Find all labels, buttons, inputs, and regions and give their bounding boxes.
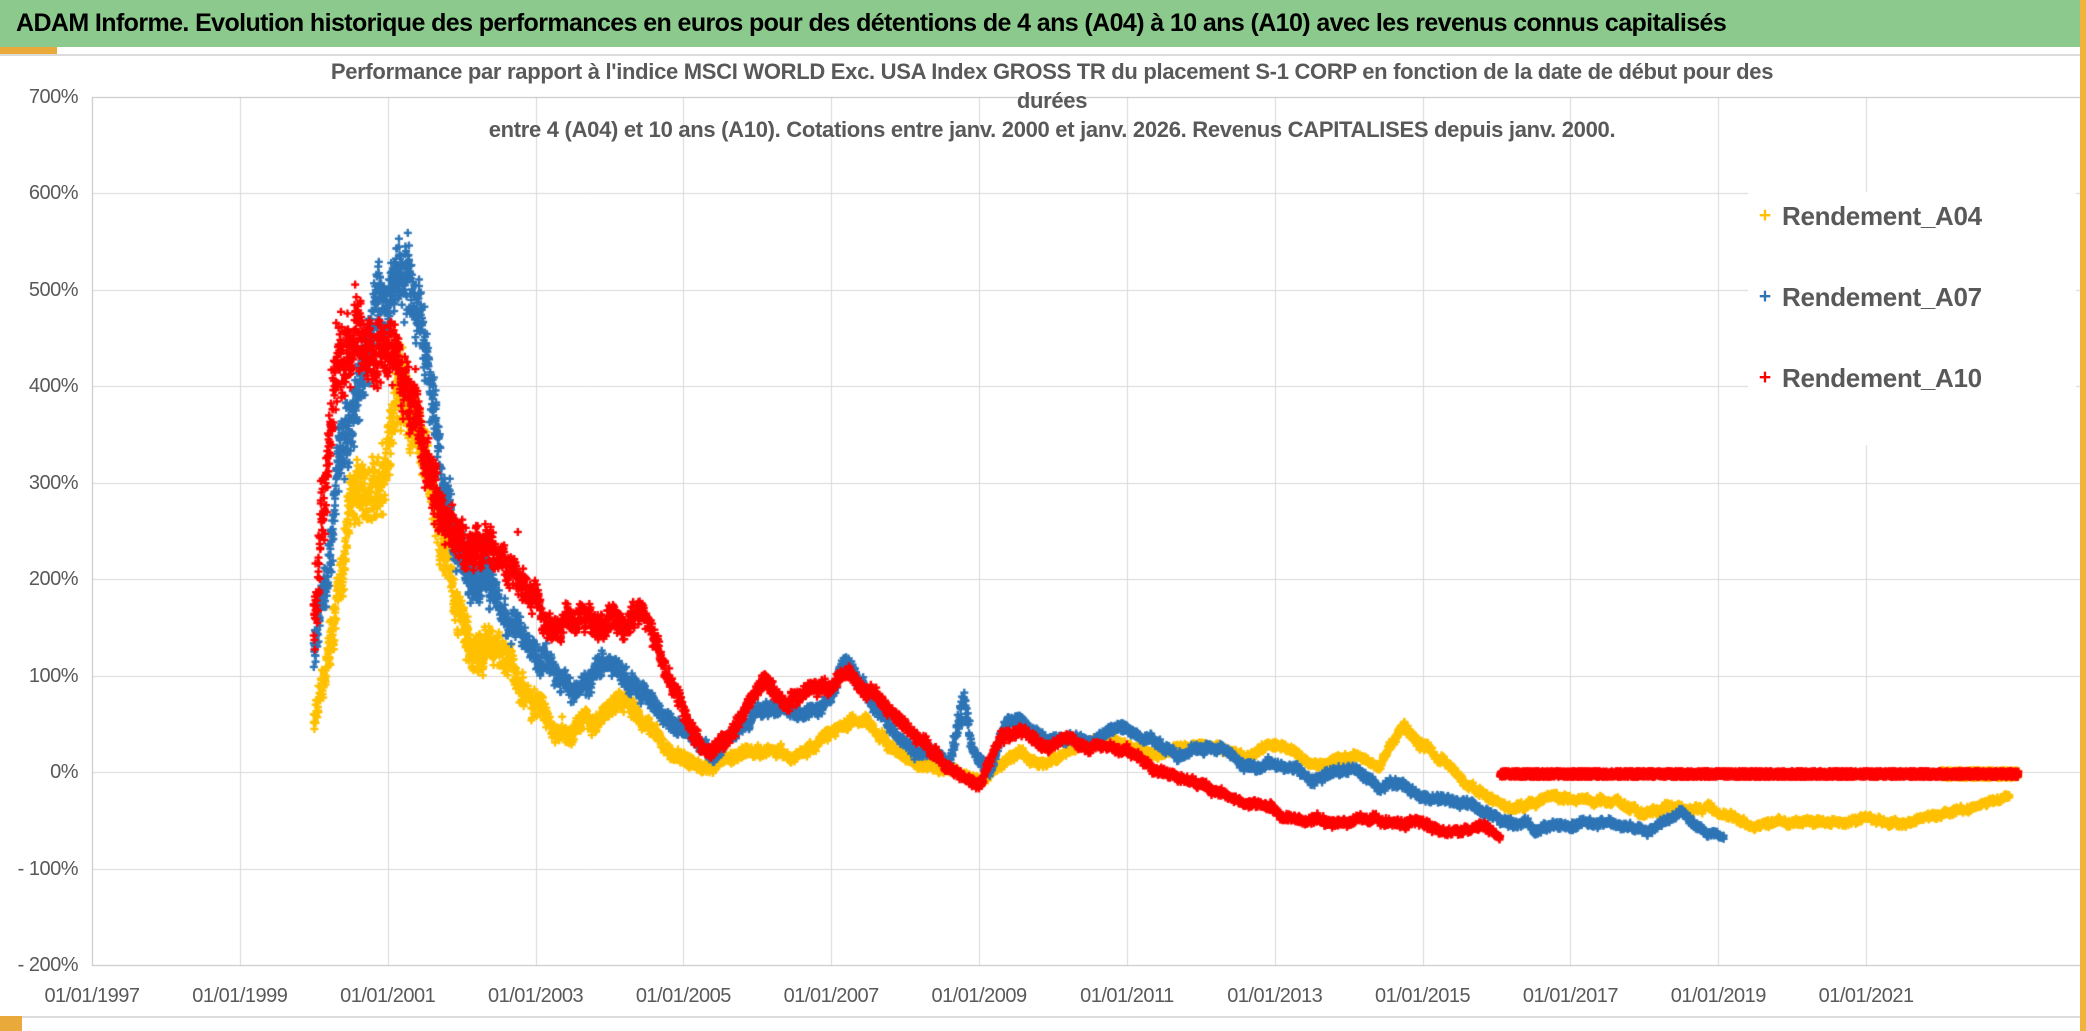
- x-tick-label: 01/01/2001: [340, 985, 436, 1007]
- legend-label: Rendement_A10: [1782, 362, 1982, 393]
- legend-item-rendement-a04: + Rendement_A04: [1748, 200, 2076, 231]
- y-tick-label: 100%: [28, 664, 79, 687]
- legend-label: Rendement_A07: [1782, 281, 1982, 312]
- legend-label: Rendement_A04: [1782, 200, 1982, 231]
- x-tick-label: 01/01/2003: [487, 985, 584, 1007]
- chart-title: Performance par rapport à l'indice MSCI …: [92, 57, 2012, 144]
- x-tick-label: 01/01/2007: [783, 985, 880, 1007]
- chart-title-line-3: entre 4 (A04) et 10 ans (A10). Cotations…: [488, 117, 1616, 142]
- x-tick-label: 01/01/2005: [635, 985, 732, 1007]
- x-tick-label: 01/01/1997: [44, 985, 140, 1007]
- plus-marker-icon: +: [1758, 285, 1772, 308]
- y-tick-label: - 200%: [17, 954, 79, 976]
- y-tick-label: - 100%: [17, 857, 79, 880]
- plus-marker-icon: +: [1758, 366, 1772, 389]
- legend-item-rendement-a07: + Rendement_A07: [1748, 281, 2076, 312]
- chart-legend: + Rendement_A04 + Rendement_A07 + Rendem…: [1748, 192, 2076, 445]
- header-accent-tab: [0, 47, 57, 54]
- x-tick-label: 01/01/1999: [192, 985, 288, 1007]
- chart-title-line-2: durées: [1016, 88, 1088, 113]
- x-tick-label: 01/01/2021: [1818, 985, 1915, 1007]
- footer-accent-square: [0, 1016, 22, 1031]
- y-tick-label: 600%: [28, 182, 79, 205]
- title-bar: ADAM Informe. Evolution historique des p…: [0, 0, 2080, 47]
- footer-divider: [0, 1016, 2086, 1018]
- x-tick-label: 01/01/2019: [1670, 985, 1767, 1007]
- plus-marker-icon: +: [1758, 204, 1772, 227]
- y-tick-label: 300%: [28, 471, 79, 494]
- x-tick-label: 01/01/2017: [1522, 985, 1619, 1007]
- y-tick-label: 200%: [28, 568, 79, 591]
- y-tick-label: 700%: [28, 86, 79, 108]
- chart-title-line-1: Performance par rapport à l'indice MSCI …: [330, 59, 1774, 84]
- y-tick-label: 0%: [50, 761, 78, 784]
- y-tick-label: 500%: [28, 278, 79, 301]
- header-divider: [0, 54, 2086, 56]
- x-tick-label: 01/01/2013: [1227, 985, 1323, 1007]
- right-accent-strip: [2080, 0, 2086, 1031]
- x-tick-label: 01/01/2015: [1375, 985, 1471, 1007]
- x-tick-label: 01/01/2009: [931, 985, 1028, 1007]
- y-tick-label: 400%: [28, 375, 79, 398]
- x-tick-label: 01/01/2011: [1080, 985, 1174, 1007]
- legend-item-rendement-a10: + Rendement_A10: [1748, 362, 2076, 393]
